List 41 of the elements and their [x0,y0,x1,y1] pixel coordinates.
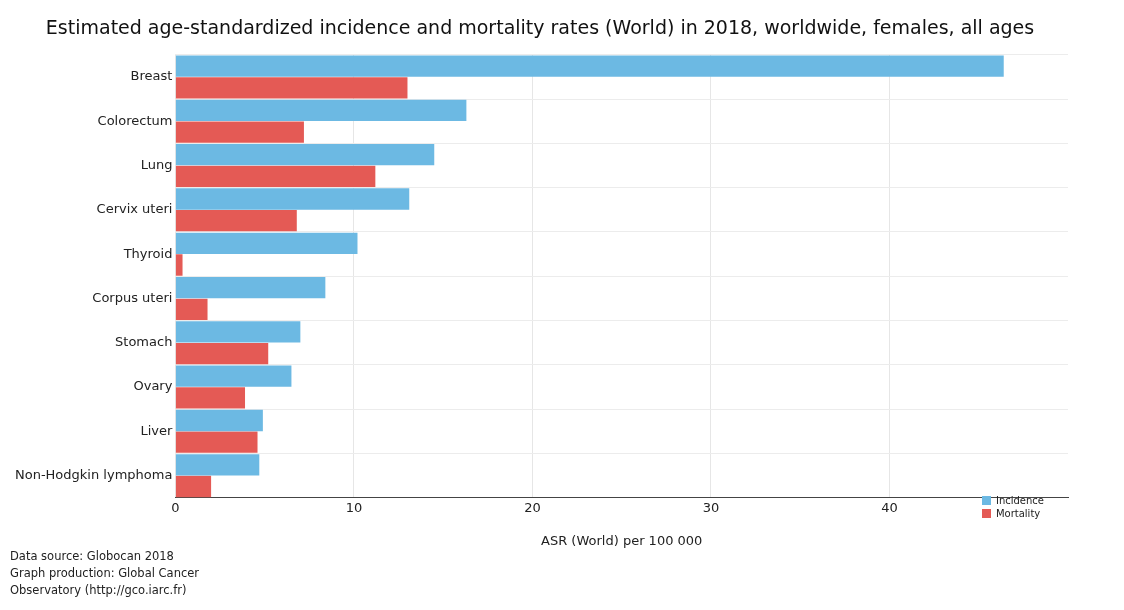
x-tick-label: 30 [702,499,720,515]
bar [175,276,326,299]
bar [175,188,410,210]
y-tick-label: Corpus uteri [92,289,173,305]
legend-label: Mortality [995,507,1041,520]
bar [175,342,269,365]
x-tick-label: 20 [524,499,541,515]
bar [175,365,292,387]
text: Graph production: Global Cancer Observatory (http://gco.iarc.fr) [10,565,201,599]
y-tick-label: Ovary [133,378,173,394]
y-tick-label: Non-Hodgkin lymphoma [14,467,173,483]
bar [175,77,408,99]
bar [175,409,263,432]
bar [175,321,301,343]
x-tick-label: 40 [881,499,898,515]
y-tick-label: Colorectum [97,112,173,128]
bar [175,387,246,409]
bar [175,431,258,453]
x-axis-title: ASR (World) per 100 000 [541,532,703,548]
source-note: Data source: Globocan 2018 [10,548,175,565]
bar [175,298,208,320]
bar [175,254,183,276]
bar [175,55,1004,77]
bar [175,454,260,476]
y-tick-label: Cervix uteri [96,201,173,217]
bar [175,210,297,232]
legend-label: Incidence [995,494,1044,507]
y-tick-label: Thyroid [122,245,173,261]
bar [175,232,358,254]
y-tick-label: Breast [130,68,173,84]
bar [175,165,376,188]
y-tick-label: Lung [140,156,173,172]
x-tick-label: 10 [345,499,363,515]
bar [175,144,435,166]
y-tick-label: Liver [140,422,174,438]
bar [175,121,304,143]
bar [175,99,467,122]
bar [175,475,212,498]
y-tick-label: Stomach [115,334,173,350]
chart-title: Estimated age-standardized incidence and mortality rates (World) in 2018, worldwide, females, all ages [45,16,1035,39]
x-tick-label: 0 [171,499,180,515]
